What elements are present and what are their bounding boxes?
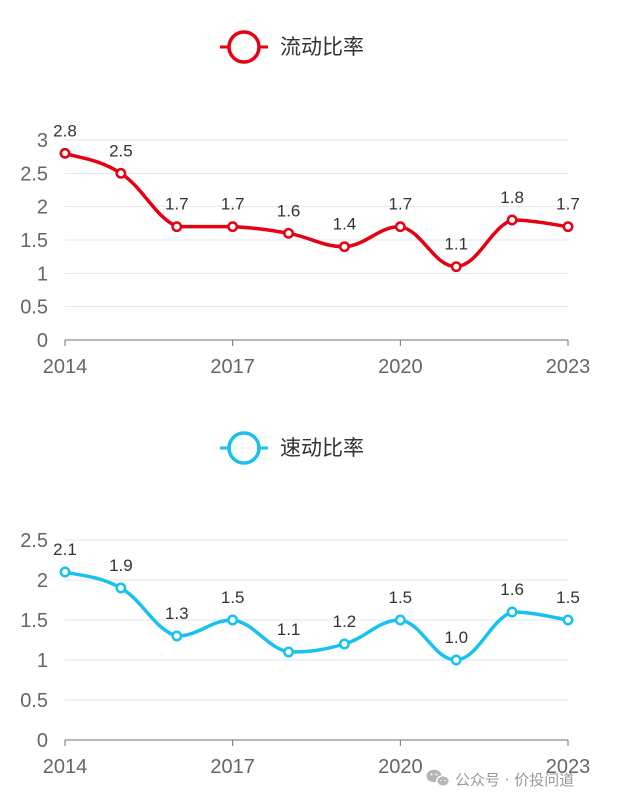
x-tick-label: 2020 — [378, 356, 423, 378]
legend-marker — [227, 30, 261, 64]
y-tick-label: 1.5 — [20, 230, 48, 252]
data-label: 1.0 — [444, 628, 468, 647]
x-tick-label: 2014 — [43, 356, 88, 378]
legend: 流动比率 — [220, 30, 364, 64]
y-tick-label: 0 — [37, 730, 48, 752]
legend-marker — [227, 431, 261, 465]
data-label: 1.2 — [333, 612, 357, 631]
data-label: 1.7 — [556, 195, 580, 214]
x-tick-label: 2014 — [43, 756, 88, 778]
y-tick-label: 2.5 — [20, 163, 48, 185]
x-tick-label: 2020 — [378, 756, 423, 778]
data-point — [171, 221, 183, 233]
watermark-text: 公众号 · 价投问道 — [455, 771, 574, 789]
x-tick-label: 2023 — [546, 356, 591, 378]
data-label: 1.5 — [221, 588, 245, 607]
data-point — [283, 646, 295, 658]
data-label: 1.1 — [277, 620, 301, 639]
y-tick-label: 0.5 — [20, 690, 48, 712]
data-point — [506, 606, 518, 618]
data-point — [562, 221, 574, 233]
data-point — [115, 167, 127, 179]
x-tick-label: 2023 — [546, 756, 591, 778]
quick-ratio-chart: 速动比率 0 0.5 1 1.5 2 2.5 2014 2017 2020 2023 2.1 1.9 1.… — [20, 431, 591, 778]
data-point — [227, 614, 239, 626]
data-label: 1.6 — [277, 201, 301, 220]
y-tick-label: 2 — [37, 197, 48, 219]
watermark: 公众号 · 价投问道 — [426, 769, 574, 789]
data-label: 1.4 — [333, 215, 357, 234]
data-point — [59, 566, 71, 578]
data-point — [562, 614, 574, 626]
legend-label: 速动比率 — [280, 436, 364, 460]
data-point — [394, 614, 406, 626]
y-tick-label: 0 — [37, 330, 48, 352]
data-point — [283, 227, 295, 239]
x-tick-label: 2017 — [210, 756, 255, 778]
data-point — [115, 582, 127, 594]
data-point — [450, 654, 462, 666]
y-tick-label: 1 — [37, 650, 48, 672]
series-line — [63, 151, 570, 269]
wechat-icon — [426, 769, 451, 787]
current-ratio-chart: 流动比率 0 0.5 1 1.5 2 2.5 3 2014 2017 2020 2023 2.8 2.5 1… — [20, 30, 591, 378]
data-label: 1.1 — [444, 235, 468, 254]
y-tick-label: 2 — [37, 570, 48, 592]
x-tick-label: 2017 — [210, 356, 255, 378]
data-label: 1.6 — [500, 580, 524, 599]
data-label: 1.8 — [500, 188, 524, 207]
data-label: 1.7 — [221, 195, 245, 214]
legend-label: 流动比率 — [280, 35, 364, 59]
data-label: 1.5 — [389, 588, 413, 607]
data-point — [171, 630, 183, 642]
data-point — [59, 147, 71, 159]
legend: 速动比率 — [220, 431, 364, 465]
data-label: 1.5 — [556, 588, 580, 607]
data-label: 2.8 — [53, 121, 77, 140]
y-tick-label: 1.5 — [20, 610, 48, 632]
data-point — [227, 221, 239, 233]
data-label: 2.1 — [53, 540, 77, 559]
data-point — [394, 221, 406, 233]
y-tick-label: 0.5 — [20, 297, 48, 319]
y-tick-label: 2.5 — [20, 530, 48, 552]
data-label: 1.9 — [109, 556, 133, 575]
data-label: 1.7 — [165, 195, 189, 214]
data-label: 2.5 — [109, 141, 133, 160]
y-tick-label: 1 — [37, 263, 48, 285]
data-point — [338, 241, 350, 253]
data-label: 1.3 — [165, 604, 189, 623]
data-point — [338, 638, 350, 650]
data-label: 1.7 — [389, 195, 413, 214]
data-point — [506, 214, 518, 226]
data-point — [450, 261, 462, 273]
series-line — [63, 570, 570, 662]
y-tick-label: 3 — [37, 130, 48, 152]
